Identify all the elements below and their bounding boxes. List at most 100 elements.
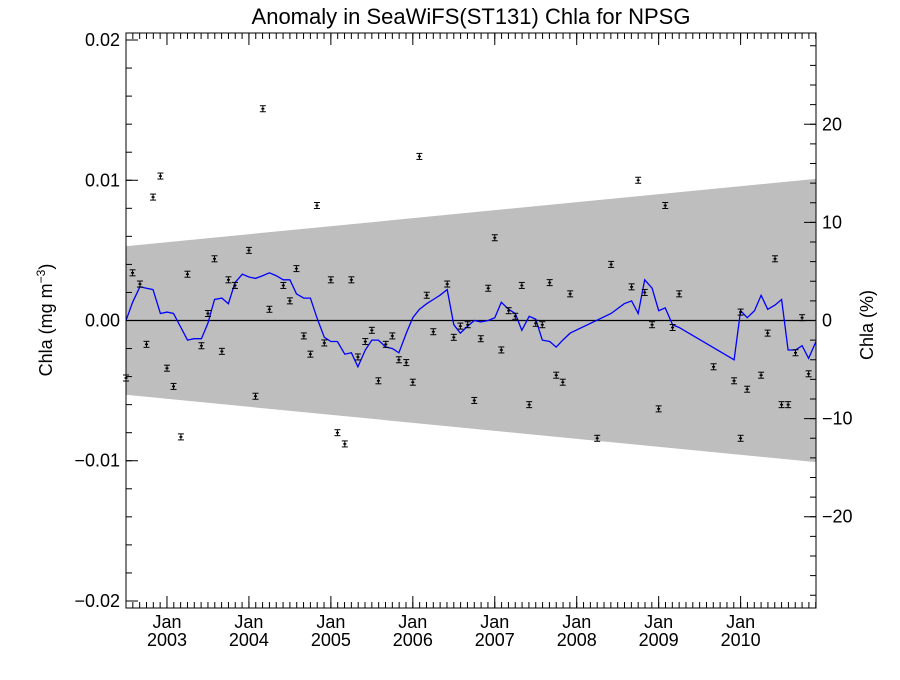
data-point: [286, 297, 293, 305]
data-point: [744, 385, 751, 393]
point-marker: [663, 204, 667, 207]
point-marker: [540, 323, 544, 326]
point-marker: [561, 381, 565, 384]
point-marker: [390, 335, 394, 337]
y-axis-label-right: Chla (%): [857, 290, 877, 360]
data-point: [307, 350, 314, 358]
plot-layer: [123, 105, 817, 463]
data-point: [662, 202, 669, 209]
point-marker: [773, 257, 777, 260]
data-point: [245, 246, 252, 254]
point-marker: [732, 380, 736, 382]
y-axis-label-left: Chla (mg m−3): [34, 264, 56, 377]
point-marker: [493, 236, 497, 239]
point-marker: [800, 316, 804, 319]
data-point: [471, 396, 478, 404]
data-point: [252, 392, 259, 400]
point-marker: [329, 279, 333, 281]
data-point: [259, 105, 266, 113]
data-point: [368, 326, 375, 334]
point-marker: [281, 284, 285, 287]
data-point: [792, 349, 799, 357]
point-marker: [677, 293, 681, 295]
point-marker: [486, 287, 490, 290]
point-marker: [220, 350, 224, 353]
point-marker: [384, 343, 388, 346]
data-point: [649, 321, 656, 329]
data-point: [785, 401, 792, 409]
data-point: [354, 353, 361, 361]
data-point: [505, 307, 512, 315]
point-marker: [288, 300, 292, 302]
data-point: [129, 269, 136, 277]
point-marker: [452, 336, 456, 339]
point-marker: [179, 436, 183, 438]
point-marker: [431, 330, 435, 333]
x-tick-label-year: 2004: [229, 630, 269, 650]
point-marker: [233, 284, 237, 287]
point-marker: [397, 358, 401, 361]
x-tick-label-month: Jan: [398, 612, 427, 632]
x-tick-label-month: Jan: [726, 612, 755, 632]
point-marker: [630, 286, 634, 288]
data-point: [341, 440, 348, 448]
data-point: [395, 356, 402, 364]
point-marker: [479, 337, 483, 340]
point-marker: [472, 399, 476, 402]
point-marker: [513, 315, 517, 318]
data-point: [184, 270, 191, 278]
x-tick-label-year: 2010: [721, 630, 761, 650]
x-tick-label-month: Jan: [234, 612, 263, 632]
y-right-tick-label: 10: [822, 212, 842, 232]
data-point: [758, 371, 765, 379]
data-point: [334, 429, 341, 437]
data-point: [559, 378, 566, 386]
point-marker: [253, 395, 257, 398]
data-point: [464, 321, 471, 329]
data-point: [567, 290, 574, 298]
point-marker: [261, 107, 265, 110]
point-marker: [308, 353, 312, 355]
point-marker: [745, 388, 749, 391]
data-point: [389, 332, 396, 340]
point-marker: [172, 385, 176, 388]
point-marker: [636, 179, 640, 182]
data-point: [450, 333, 457, 341]
data-point: [327, 276, 334, 284]
data-point: [136, 280, 143, 288]
point-marker: [739, 437, 743, 440]
data-point: [546, 279, 553, 287]
point-marker: [302, 335, 306, 337]
anomaly-line: [125, 272, 817, 369]
data-point: [143, 340, 150, 348]
data-point: [805, 370, 812, 378]
y-right-tick-label: 20: [822, 114, 842, 134]
point-marker: [548, 281, 552, 284]
point-marker: [158, 175, 162, 177]
x-tick-label-month: Jan: [644, 612, 673, 632]
data-point: [300, 332, 307, 340]
x-tick-label-year: 2008: [557, 630, 597, 650]
point-marker: [343, 443, 347, 445]
point-marker: [527, 403, 531, 406]
point-marker: [185, 273, 189, 276]
data-point: [198, 342, 205, 350]
point-marker: [554, 374, 558, 376]
data-point: [409, 378, 416, 386]
point-marker: [138, 283, 142, 285]
point-marker: [335, 431, 339, 434]
point-marker: [671, 326, 675, 329]
point-marker: [739, 311, 743, 313]
data-point: [518, 281, 525, 289]
data-point: [635, 176, 642, 184]
point-marker: [144, 343, 148, 346]
data-point: [641, 288, 648, 296]
data-point: [225, 276, 232, 284]
data-point: [416, 152, 423, 160]
data-point: [655, 405, 662, 413]
data-point: [553, 371, 560, 379]
point-marker: [247, 249, 251, 252]
data-point: [362, 338, 369, 346]
point-marker: [458, 325, 462, 327]
